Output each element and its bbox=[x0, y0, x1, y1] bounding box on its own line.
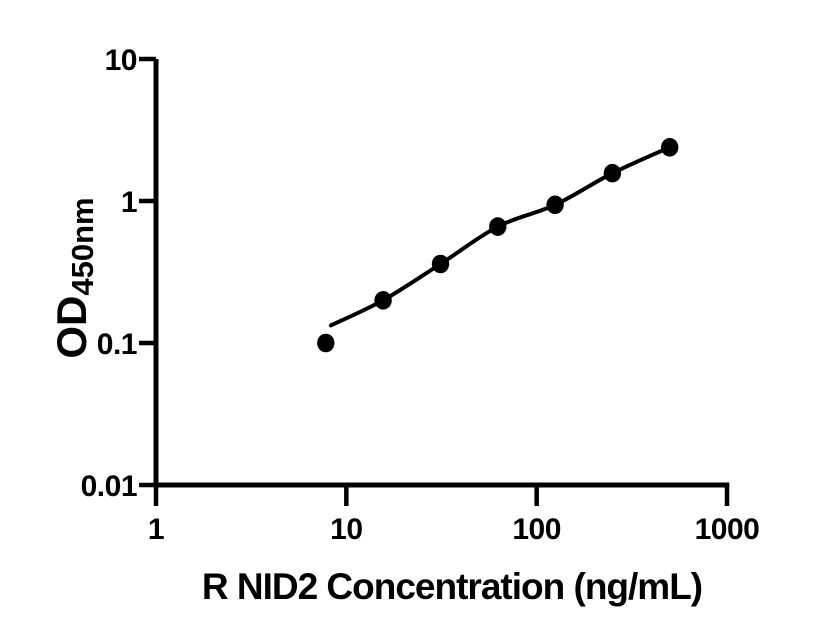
x-tick-label: 1000 bbox=[695, 513, 760, 546]
data-point bbox=[431, 254, 450, 274]
x-tick-label: 100 bbox=[512, 513, 561, 546]
data-point bbox=[489, 217, 507, 236]
y-tick-label: 0.01 bbox=[81, 470, 137, 503]
y-axis-title-subscript: 450nm bbox=[65, 197, 100, 295]
axes bbox=[153, 59, 730, 488]
y-tick-label: 0.1 bbox=[97, 328, 137, 361]
x-tick-label: 1 bbox=[148, 513, 164, 546]
y-tick-label: 1 bbox=[121, 186, 137, 219]
data-point bbox=[374, 291, 392, 310]
y-axis-title-main: OD bbox=[48, 296, 95, 359]
data-point bbox=[317, 333, 335, 353]
axis-ticks bbox=[139, 56, 730, 506]
x-axis-title: R NID2 Concentration (ng/mL) bbox=[202, 566, 702, 607]
y-tick-label: 10 bbox=[105, 44, 137, 77]
y-axis-title: OD450nm bbox=[48, 197, 100, 358]
data-point bbox=[546, 195, 564, 215]
axis-tick-labels: 1 10 100 1000 0.01 0.1 1 10 bbox=[81, 44, 760, 546]
data-point-series bbox=[317, 138, 679, 353]
x-tick-label: 10 bbox=[330, 513, 362, 546]
data-point bbox=[661, 138, 679, 157]
data-point bbox=[603, 163, 622, 183]
